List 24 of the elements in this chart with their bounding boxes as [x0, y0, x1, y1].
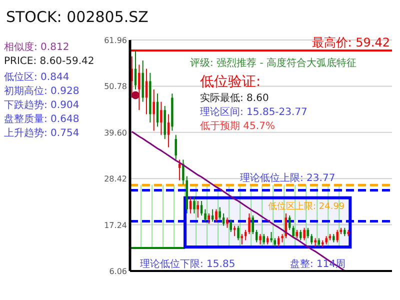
- annotation: 理论区间: 15.85-23.77: [200, 107, 308, 118]
- annotation: 盘整: 114周: [290, 259, 346, 270]
- annotation: 理论低位上限: 23.77: [240, 173, 336, 184]
- y-tick-label: 50.78: [104, 82, 127, 92]
- annotation: 实际最低: 8.60: [200, 93, 269, 104]
- annotation: 低位区上限: 24.99: [268, 202, 345, 212]
- ref-line-label: 最高价: 59.42: [312, 35, 390, 50]
- y-tick-label: 17.24: [104, 220, 127, 230]
- y-tick-label: 61.96: [104, 36, 127, 45]
- chart-title: STOCK: 002805.SZ: [6, 8, 148, 26]
- annotation: 初期高位: 0.928: [4, 86, 80, 97]
- annotation: 低于预期 45.7%: [200, 121, 275, 132]
- y-tick-label: 39.60: [104, 128, 127, 138]
- annotation: 下跌趋势: 0.904: [4, 100, 80, 111]
- annotation: 上升趋势: 0.754: [4, 128, 80, 139]
- annotation: 理论低位下限: 15.85: [140, 259, 236, 270]
- annotation: 评级: 强烈推荐 - 高度符合大弧底特征: [190, 58, 357, 69]
- annotation: 低位验证:: [200, 74, 261, 90]
- annotation: 相似度: 0.812: [4, 42, 70, 53]
- annotation: 盘整质量: 0.648: [4, 114, 80, 125]
- annotation: PRICE: 8.60-59.42: [4, 56, 94, 67]
- y-tick-label: 6.06: [109, 267, 127, 276]
- y-tick-label: 28.42: [104, 174, 127, 184]
- annotation: 低位区: 0.844: [4, 72, 70, 83]
